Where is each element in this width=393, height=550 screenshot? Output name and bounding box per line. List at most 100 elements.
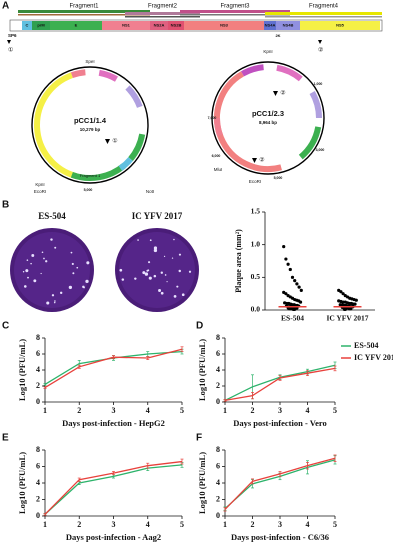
- data-point: [349, 307, 353, 311]
- position-tick: 3,000: [316, 148, 325, 152]
- y-tick-label: 2: [216, 381, 220, 390]
- plaque-spot: [160, 271, 163, 274]
- plasmid-feature: [118, 157, 133, 171]
- plate-label: IC YFV 2017: [132, 211, 183, 221]
- panel-letter: D: [196, 321, 203, 332]
- plasmid-feature: [70, 69, 86, 79]
- x-tick-label: 1: [223, 406, 227, 415]
- plasmid-feature: [98, 69, 118, 82]
- position-tick: 7,000: [208, 116, 217, 120]
- plaque-spot: [59, 291, 63, 295]
- x-tick-label: 4: [146, 520, 150, 529]
- y-tick-label: 6: [216, 461, 220, 470]
- plate-glow: [119, 232, 195, 308]
- primer-marker: ①: [8, 46, 13, 53]
- y-axis-label: Log10 (PFU/mL): [197, 452, 207, 514]
- gene-segment: [102, 21, 150, 30]
- series-line: [44, 460, 183, 515]
- y-tick-label: 8: [36, 333, 40, 342]
- panel-letter: C: [2, 321, 9, 332]
- plasmid-feature: [241, 64, 264, 77]
- x-tick-label: IC YFV 2017: [326, 314, 368, 323]
- y-tick-label: 4: [36, 478, 40, 487]
- gene-segment: [150, 21, 168, 30]
- panel-letter: B: [2, 200, 9, 211]
- position-tick: 6,000: [212, 154, 221, 158]
- fragment-label: Fragment2: [148, 4, 178, 10]
- y-axis-label: Log10 (PFU/mL): [17, 452, 27, 514]
- gene-label: NS1: [122, 23, 131, 28]
- plaque-spot: [173, 238, 175, 241]
- plasmid-feature: [34, 72, 78, 180]
- plaque-spot: [153, 248, 158, 253]
- gene-segment: [50, 21, 102, 30]
- panel-letter: F: [196, 433, 202, 444]
- series-line: [224, 459, 336, 510]
- y-axis-label: Log10 (PFU/mL): [197, 339, 207, 401]
- data-point: [290, 275, 295, 279]
- position-tick: 5,000: [274, 176, 283, 180]
- x-tick-label: 4: [306, 520, 310, 529]
- x-axis-label: Days post-infection - C6/36: [231, 532, 329, 542]
- plaque-spot: [85, 279, 89, 284]
- fragment-bar: [18, 10, 150, 13]
- plaque-spot: [27, 276, 29, 279]
- plaque-spot: [134, 277, 137, 280]
- data-point: [284, 292, 288, 296]
- fragment-bar: [125, 16, 200, 18]
- gene-label: NS4B: [283, 23, 294, 28]
- plaque-spot: [31, 254, 35, 257]
- primer-marker: ②: [280, 89, 285, 96]
- plaque-spot: [54, 300, 56, 302]
- plaque-spot: [70, 251, 73, 254]
- plaque-spot: [188, 270, 192, 273]
- data-point: [297, 285, 301, 289]
- gene-segment: [264, 21, 276, 30]
- x-axis-label: Days post-infection - Aag2: [66, 532, 161, 542]
- plasmid-feature: [125, 85, 143, 109]
- plaque-spot: [41, 251, 44, 254]
- panel-letter: A: [2, 1, 9, 12]
- gene-segment: [32, 21, 50, 30]
- x-tick-label: 3: [112, 406, 116, 415]
- position-tick: 1,000: [314, 82, 323, 86]
- plate-label: ES-504: [38, 211, 66, 221]
- gene-label: NS2A: [154, 23, 165, 28]
- plasmid-feature: [276, 64, 303, 82]
- plaque-spot: [178, 269, 182, 273]
- x-tick-label: 2: [77, 406, 81, 415]
- fragment-bar: [265, 16, 382, 18]
- gene-label: NS3: [220, 23, 229, 28]
- data-point: [339, 290, 343, 294]
- y-tick-label: 4: [216, 365, 220, 374]
- position-tick: 5,000: [84, 188, 93, 192]
- plaque-spot: [68, 285, 73, 290]
- x-tick-label: 5: [180, 406, 184, 415]
- restriction-site: NotI: [146, 189, 154, 194]
- gene-label: E: [75, 23, 78, 28]
- plaque-spot: [148, 276, 152, 280]
- plasmid-backbone: [31, 66, 149, 184]
- series-line: [224, 457, 336, 510]
- restriction-site: EcoRI: [249, 179, 261, 184]
- plaque-spot: [40, 272, 42, 275]
- y-tick-label: 0.0: [251, 305, 261, 314]
- plaque-spot: [23, 285, 27, 288]
- promoter-label: SP6: [8, 33, 17, 38]
- arrow-icon: [7, 40, 11, 44]
- plaque-spot: [25, 269, 29, 273]
- x-tick-label: 5: [333, 406, 337, 415]
- plaque-spot: [50, 238, 53, 241]
- data-point: [295, 282, 299, 286]
- plaque-spot: [178, 253, 182, 256]
- plaque-spot: [51, 294, 55, 297]
- plaque-spot: [26, 259, 29, 261]
- primer-marker: ①: [112, 137, 117, 144]
- x-tick-label: 1: [43, 406, 47, 415]
- plasmid-name: pCC1/2.3: [252, 109, 284, 118]
- y-tick-label: 0: [216, 511, 220, 520]
- plasmid-size: 10,279 bp: [80, 127, 101, 132]
- plaque-spot: [86, 261, 90, 265]
- primer-marker: ②: [259, 156, 264, 163]
- y-tick-label: 2: [216, 494, 220, 503]
